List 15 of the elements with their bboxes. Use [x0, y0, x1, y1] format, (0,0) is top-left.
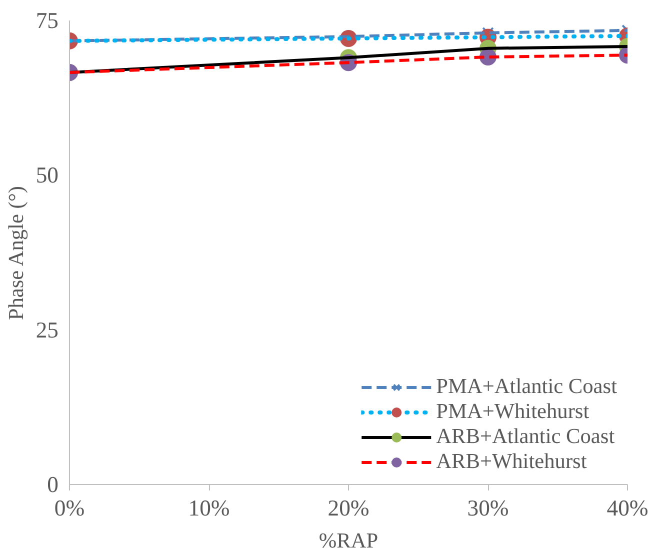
- legend-label: ARB+Whitehurst: [436, 449, 587, 474]
- x-tick-label: 30%: [467, 496, 509, 520]
- y-tick-label: 25: [36, 317, 58, 342]
- y-tick-label: 75: [36, 8, 58, 33]
- y-tick-label: 50: [36, 162, 58, 188]
- legend-label: ARB+Atlantic Coast: [436, 424, 615, 449]
- y-tick-label: 0: [47, 472, 58, 497]
- x-tick-label: 20%: [328, 496, 370, 520]
- x-tick-label: 40%: [606, 496, 648, 520]
- x-tick-label: 0%: [54, 496, 85, 520]
- legend-label: PMA+Atlantic Coast: [436, 374, 617, 399]
- y-axis-title: Phase Angle (°): [4, 186, 28, 320]
- x-tick-label: 10%: [188, 496, 230, 520]
- x-axis-title: %RAP: [318, 528, 378, 552]
- legend-label: PMA+Whitehurst: [436, 399, 590, 424]
